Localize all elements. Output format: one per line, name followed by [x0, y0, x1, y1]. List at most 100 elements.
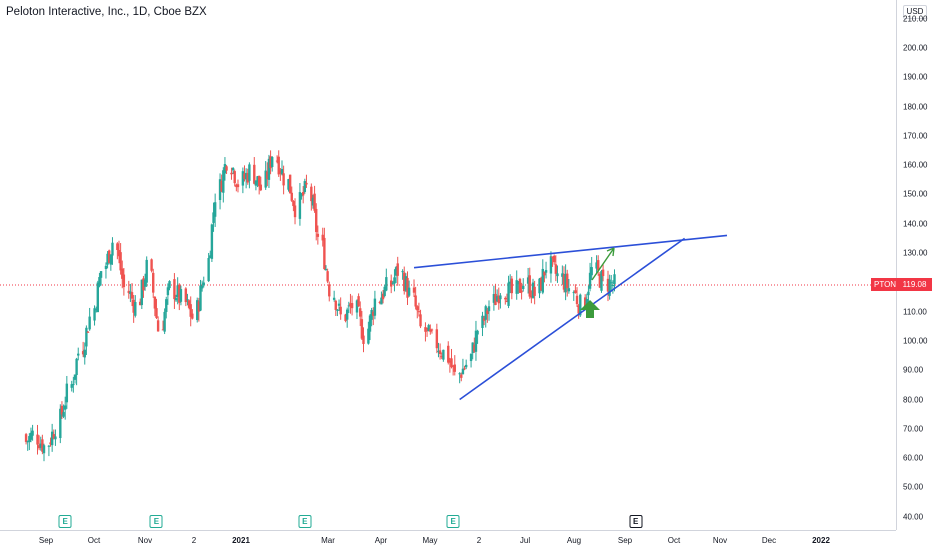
projection-arrow[interactable]: [591, 247, 615, 281]
candle-body: [65, 383, 69, 403]
candle-body: [153, 296, 157, 309]
candle-body: [98, 277, 101, 287]
earnings-marker[interactable]: E: [58, 515, 72, 528]
time-tick-label: Sep: [617, 536, 633, 545]
candle-body: [526, 277, 530, 284]
candle-body: [460, 374, 463, 378]
drawings-group: [413, 234, 728, 401]
time-tick-label: 2: [476, 536, 482, 545]
candle-body: [427, 325, 430, 332]
candle-body: [73, 374, 77, 380]
time-tick-label: 2: [191, 536, 197, 545]
up-arrow-icon[interactable]: [580, 300, 600, 318]
price-tick-label: 90.00: [903, 365, 924, 375]
candle-body: [438, 350, 442, 355]
candle-body: [469, 353, 473, 362]
candle-body: [520, 290, 523, 293]
earnings-marker[interactable]: E: [629, 515, 643, 528]
candle-body: [530, 295, 533, 298]
candle-body: [134, 302, 137, 316]
time-axis[interactable]: [0, 530, 896, 551]
candle-body: [64, 405, 67, 410]
candle-body: [267, 158, 271, 180]
candle-body: [567, 288, 571, 292]
candle-body: [108, 250, 111, 263]
candle-body: [138, 301, 142, 306]
currency-badge[interactable]: USD: [903, 5, 927, 19]
candle-body: [298, 192, 302, 219]
candle-body: [595, 262, 598, 269]
candle-body: [196, 300, 199, 321]
candle-body: [414, 295, 417, 307]
candle-body: [313, 193, 316, 211]
candle-body: [494, 293, 497, 306]
candle-body: [191, 313, 194, 319]
candle-body: [378, 301, 381, 303]
candle-body: [225, 166, 228, 171]
price-tick-label: 110.00: [903, 307, 927, 317]
candle-body: [210, 224, 214, 259]
candle-body: [544, 270, 548, 273]
candle-body: [533, 286, 536, 296]
candle-body: [163, 311, 166, 332]
earnings-marker[interactable]: E: [298, 515, 312, 528]
candle-body: [611, 285, 615, 287]
candle-body: [293, 205, 297, 218]
candle-body: [510, 278, 514, 294]
candle-body: [83, 349, 86, 358]
candle-body: [127, 290, 130, 294]
candle-body: [230, 172, 233, 175]
candle-body: [442, 349, 445, 360]
time-tick-label: Aug: [566, 536, 582, 545]
candle-body: [41, 439, 44, 452]
time-tick-label: Sep: [38, 536, 54, 545]
candle-body: [321, 234, 324, 241]
candle-body: [404, 276, 408, 291]
candle-body: [248, 164, 251, 181]
candle-body: [213, 202, 217, 217]
candle-body: [505, 300, 509, 302]
candle-body: [471, 342, 474, 354]
candle-body: [326, 271, 329, 282]
candle-body: [315, 208, 318, 233]
trendline-resistance[interactable]: [413, 234, 728, 269]
candle-body: [450, 358, 453, 368]
price-tick-label: 80.00: [903, 395, 924, 404]
earnings-marker[interactable]: E: [149, 515, 163, 528]
candle-body: [200, 285, 204, 289]
candle-body: [259, 184, 262, 191]
candle-body: [199, 285, 202, 311]
candle-body: [381, 293, 385, 300]
candle-body: [453, 364, 456, 372]
candle-body: [360, 319, 364, 339]
trendline-support[interactable]: [459, 237, 686, 401]
earnings-marker[interactable]: E: [446, 515, 460, 528]
candle-body: [235, 184, 238, 188]
candle-body: [269, 156, 272, 169]
candle-body: [47, 445, 51, 447]
candle-body: [52, 434, 55, 439]
price-tick-label: 70.00: [903, 424, 924, 434]
candle-body: [77, 353, 80, 356]
price-axis[interactable]: [896, 0, 932, 530]
candle-body: [357, 296, 360, 307]
candle-body: [556, 273, 559, 277]
candle-body: [429, 329, 432, 332]
price-tick-label: 150.00: [903, 189, 928, 199]
candle-body: [344, 314, 347, 322]
time-tick-label: Nov: [137, 536, 153, 545]
candle-body: [451, 365, 455, 367]
candle-body: [109, 254, 113, 265]
time-tick-label: Oct: [667, 536, 681, 545]
price-tick-label: 190.00: [903, 72, 928, 82]
candle-body: [85, 327, 88, 347]
candle-body: [119, 252, 122, 271]
candle-body: [300, 194, 303, 197]
candle-body: [287, 179, 290, 190]
candle-body: [373, 298, 377, 316]
candle-body: [282, 173, 285, 186]
candle-body: [499, 295, 502, 300]
candle-body: [143, 279, 147, 287]
candle-body: [132, 299, 135, 313]
